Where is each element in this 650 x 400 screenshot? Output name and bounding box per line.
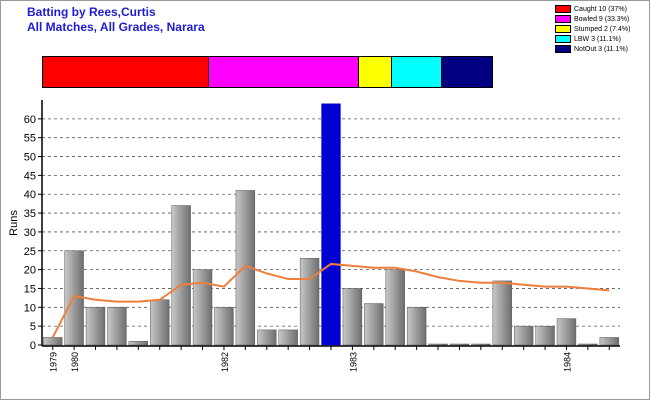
y-tick-label: 10 [24, 302, 36, 314]
chart-subtitle: All Matches, All Grades, Narara [27, 20, 205, 34]
run-bar [128, 340, 149, 346]
run-bar [299, 258, 320, 346]
y-axis-label: Runs [8, 210, 20, 236]
legend-label: Stumped 2 (7.4%) [574, 26, 631, 33]
dismissal-segment-bowled [209, 57, 359, 87]
run-bar [107, 307, 127, 346]
dismissal-segment-notout [442, 57, 492, 87]
x-year-label: 1979 [49, 352, 59, 372]
y-tick-label: 50 [24, 152, 36, 164]
y-tick-label: 20 [24, 265, 36, 277]
run-bar [406, 307, 427, 346]
x-year-label: 1982 [220, 352, 230, 372]
legend-swatch [555, 35, 571, 44]
y-tick-label: 30 [24, 227, 36, 239]
run-bar [428, 343, 448, 346]
average-line [51, 262, 610, 338]
y-tick-label: 0 [30, 340, 36, 352]
legend-swatch [555, 15, 571, 24]
x-year-label: 1980 [70, 352, 80, 372]
x-year-label: 1983 [348, 352, 358, 372]
run-bar [214, 307, 234, 346]
y-tick-label: 55 [24, 133, 36, 145]
legend-item-notout: NotOut 3 (11.1%) [555, 45, 630, 55]
run-bar [556, 318, 577, 346]
legend-label: Bowled 9 (33.3%) [574, 16, 630, 23]
run-bar [385, 269, 405, 346]
x-year-label: 1984 [562, 352, 572, 372]
run-bar [492, 280, 512, 346]
legend-swatch [555, 25, 571, 34]
run-bar [513, 325, 534, 346]
run-bar [278, 329, 298, 346]
run-bar [150, 299, 170, 346]
y-tick-label: 15 [24, 283, 36, 295]
run-bar [364, 303, 384, 346]
legend-label: NotOut 3 (11.1%) [574, 46, 628, 53]
legend-item-stumped: Stumped 2 (7.4%) [555, 25, 630, 35]
legend-label: LBW 3 (11.1%) [574, 36, 621, 43]
y-tick-label: 5 [30, 321, 36, 333]
run-bar [471, 343, 491, 346]
y-tick-label: 45 [24, 170, 36, 182]
run-bar [171, 205, 191, 346]
run-bar [85, 307, 106, 346]
run-bar [235, 190, 256, 346]
dismissal-proportion-bar [42, 56, 493, 88]
dismissal-legend: Caught 10 (37%) Bowled 9 (33.3%) Stumped… [555, 5, 630, 55]
legend-swatch [555, 5, 571, 14]
dismissal-segment-caught [43, 57, 210, 87]
run-bar [449, 343, 470, 346]
run-bar [578, 343, 598, 346]
legend-label: Caught 10 (37%) [574, 6, 627, 13]
y-tick-label: 35 [24, 208, 36, 220]
run-bar [599, 337, 619, 346]
y-tick-label: 60 [24, 114, 36, 126]
run-bar [257, 329, 277, 346]
chart-title: Batting by Rees,Curtis [27, 5, 156, 19]
run-bar [192, 269, 213, 346]
dismissal-segment-lbw [392, 57, 443, 87]
run-bar [342, 288, 363, 346]
dismissal-segment-stumped [358, 57, 393, 87]
y-tick-label: 25 [24, 246, 36, 258]
run-bar [535, 325, 555, 346]
legend-item-lbw: LBW 3 (11.1%) [555, 35, 630, 45]
legend-swatch [555, 45, 571, 54]
y-tick-label: 40 [24, 189, 36, 201]
legend-item-bowled: Bowled 9 (33.3%) [555, 15, 630, 25]
legend-item-caught: Caught 10 (37%) [555, 5, 630, 15]
run-bar [43, 337, 63, 346]
run-bar [321, 103, 341, 346]
